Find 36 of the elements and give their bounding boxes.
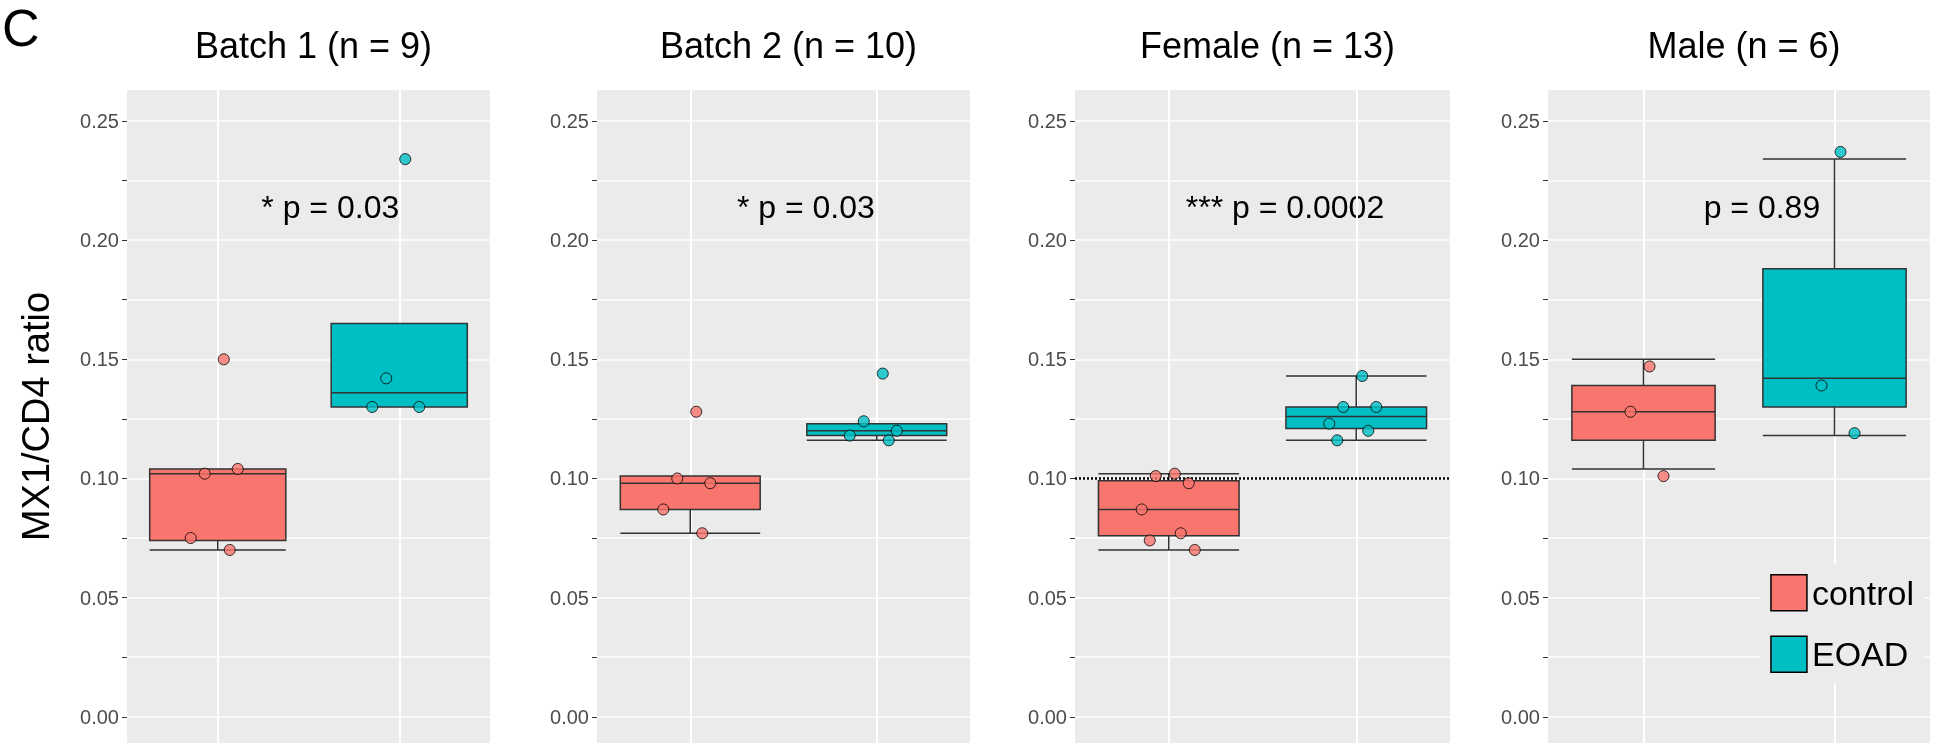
legend-label: control [1811, 573, 1915, 612]
y-tick-label: 0.25 [1028, 109, 1067, 132]
y-tick-label: 0.25 [1501, 109, 1540, 132]
y-tick-label: 0.10 [1501, 467, 1540, 490]
y-tick-label: 0.25 [550, 109, 589, 132]
chart-title: Batch 2 (n = 10) [659, 24, 918, 66]
y-tick-label: 0.15 [550, 348, 589, 371]
y-tick-label: 0.10 [1028, 467, 1067, 490]
y-tick-label: 0.15 [80, 348, 119, 371]
chart-title: Male (n = 6) [1647, 24, 1841, 66]
y-tick-label: 0.05 [1501, 586, 1540, 609]
chart-title: Batch 1 (n = 9) [194, 24, 433, 66]
annotation: *** p = 0.0002 [1185, 189, 1385, 225]
y-tick-label: 0.20 [1501, 229, 1540, 252]
annotation: * p = 0.03 [261, 189, 400, 225]
y-tick-label: 0.05 [550, 586, 589, 609]
y-tick-label: 0.00 [80, 705, 119, 728]
text: C [2, 0, 40, 57]
y-tick-label: 0.15 [1028, 348, 1067, 371]
y-tick-label: 0.00 [1028, 705, 1067, 728]
y-tick-label: 0.05 [80, 586, 119, 609]
y-tick-label: 0.15 [1501, 348, 1540, 371]
y-axis-title: MX1/CD4 ratio [15, 291, 57, 542]
annotation: p = 0.89 [1703, 189, 1821, 225]
y-tick-label: 0.00 [550, 705, 589, 728]
y-tick-label: 0.25 [80, 109, 119, 132]
y-tick-label: 0.00 [1501, 705, 1540, 728]
annotation: * p = 0.03 [736, 189, 875, 225]
y-tick-label: 0.20 [550, 229, 589, 252]
y-tick-label: 0.10 [550, 467, 589, 490]
y-tick-label: 0.20 [80, 229, 119, 252]
legend-label: EOAD [1811, 635, 1909, 674]
chart-title: Female (n = 13) [1139, 24, 1396, 66]
y-tick-label: 0.20 [1028, 229, 1067, 252]
y-tick-label: 0.05 [1028, 586, 1067, 609]
y-tick-label: 0.10 [80, 467, 119, 490]
